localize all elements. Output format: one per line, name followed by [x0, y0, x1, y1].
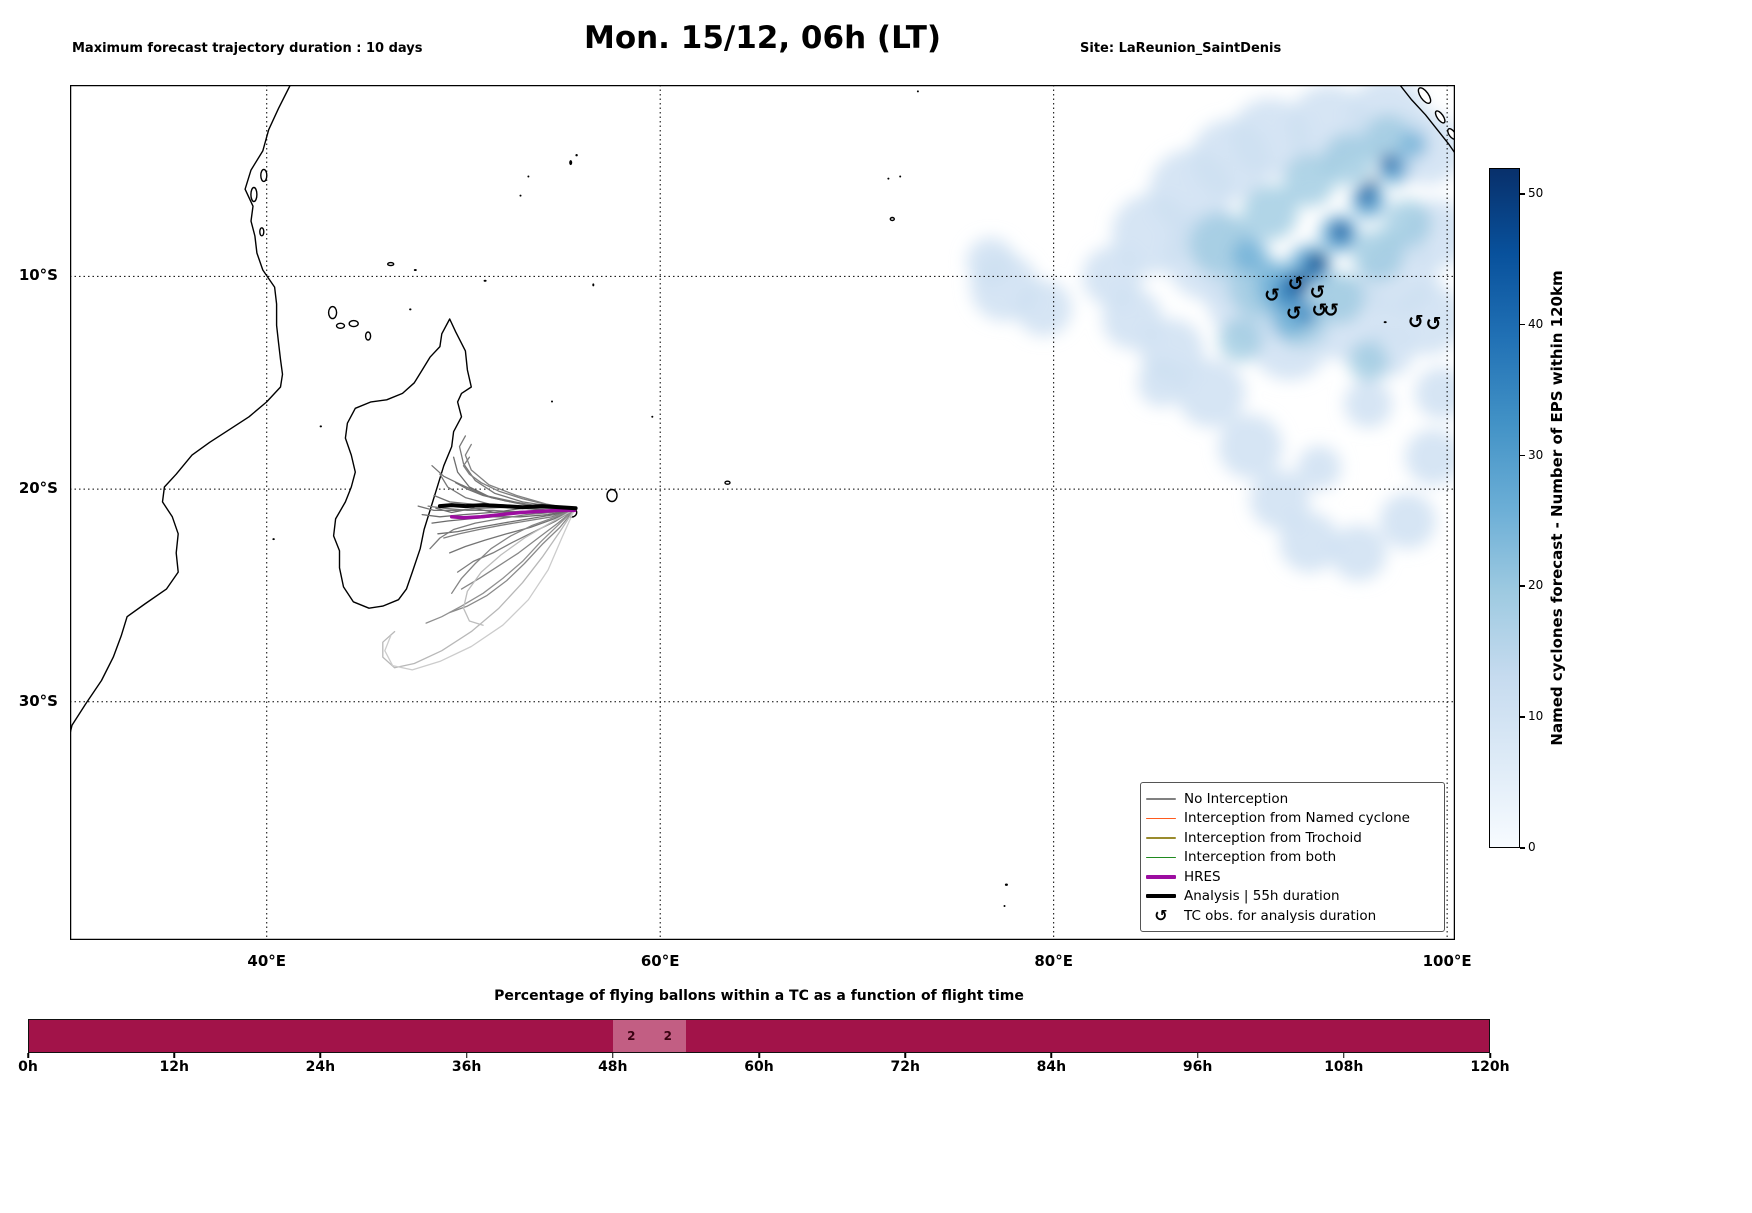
- max-duration-line: Maximum forecast trajectory duration : 1…: [72, 41, 423, 56]
- strip-tick-label: 12h: [159, 1059, 189, 1075]
- strip-title: Percentage of flying ballons within a TC…: [494, 988, 1024, 1004]
- strip-tick-mark: [612, 1053, 614, 1058]
- x-axis-tick-label: 40°E: [247, 952, 287, 970]
- map-layers: ↺↺ ↺↺ ↺↺↺ ↺: [70, 85, 1455, 940]
- strip-cell: 2: [613, 1020, 650, 1052]
- strip-cell: 2: [649, 1020, 686, 1052]
- strip-tick-mark: [1343, 1053, 1345, 1058]
- legend-item: Interception from both: [1143, 848, 1438, 868]
- strip-cell-value: 2: [627, 1029, 636, 1043]
- strip-tick-mark: [173, 1053, 175, 1058]
- strip-tick-label: 72h: [890, 1059, 920, 1075]
- tc-obs-marker: ↺: [1323, 299, 1339, 321]
- legend-item-label: Interception from both: [1184, 849, 1337, 866]
- valid-time-title: Mon. 15/12, 06h (LT): [583, 20, 942, 56]
- legend-item-label: Interception from Trochoid: [1184, 829, 1362, 846]
- legend-rows: No Interception Interception from Named c…: [1143, 789, 1438, 926]
- tc-obs-marker: ↺: [1286, 303, 1302, 325]
- legend-item: Interception from Named cyclone: [1143, 809, 1438, 829]
- strip-tick-label: 48h: [598, 1059, 628, 1075]
- legend-item: No Interception: [1143, 789, 1438, 809]
- analysis-track: [437, 503, 578, 511]
- legend-item-label: Analysis | 55h duration: [1184, 888, 1340, 905]
- colorbar-tick-label: 20: [1528, 578, 1544, 593]
- legend-item-label: Interception from Named cyclone: [1184, 810, 1410, 827]
- hres-track: [449, 508, 577, 520]
- graticule: [70, 85, 1455, 940]
- strip-tick-mark: [465, 1053, 468, 1058]
- map-legend: No Interception Interception from Named c…: [1140, 782, 1445, 932]
- x-axis-tick-label: 60°E: [640, 952, 680, 970]
- map-plot: ↺↺ ↺↺ ↺↺↺ ↺: [70, 85, 1455, 940]
- strip-tick-mark: [27, 1053, 29, 1058]
- colorbar-label: Named cyclones forecast - Number of EPS …: [1548, 270, 1566, 746]
- strip-tick-mark: [319, 1053, 322, 1058]
- legend-item: Interception from Trochoid: [1143, 828, 1438, 848]
- strip-tick-label: 24h: [305, 1059, 336, 1075]
- legend-line-swatch: [1143, 856, 1179, 858]
- strip-tick-mark: [1050, 1053, 1053, 1058]
- strip-tick-label: 36h: [451, 1059, 482, 1075]
- strip-tick-mark: [1196, 1053, 1199, 1058]
- balloon-trajectories: [382, 435, 578, 671]
- tc-obs-marker: ↺: [1425, 313, 1441, 335]
- legend-item: Analysis | 55h duration: [1143, 887, 1438, 907]
- colorbar-tick-label: 30: [1528, 447, 1544, 462]
- y-axis-tick-label: 20°S: [18, 479, 58, 498]
- tc-obs-marker: ↺: [1408, 311, 1424, 333]
- legend-line-swatch: [1143, 874, 1179, 879]
- y-axis-tick-label: 30°S: [18, 691, 58, 710]
- legend-item-label: TC obs. for analysis duration: [1184, 907, 1377, 924]
- cyclone-marker-icon: ↺: [1154, 905, 1168, 925]
- tc-obs-marker: ↺: [1309, 281, 1325, 303]
- cyclone-density-heatmap: [966, 85, 1455, 581]
- strip-tick-label: 84h: [1036, 1059, 1067, 1075]
- strip-tick-mark: [1489, 1053, 1491, 1058]
- legend-line-swatch: [1143, 837, 1179, 839]
- strip-tick-label: 60h: [744, 1059, 774, 1075]
- colorbar-tick-mark: [1520, 716, 1525, 718]
- legend-item-label: HRES: [1184, 868, 1221, 885]
- legend-line-swatch: [1143, 817, 1179, 819]
- x-axis-tick-label: 100°E: [1422, 952, 1472, 970]
- legend-line-swatch: [1143, 894, 1179, 899]
- colorbar-tick-mark: [1520, 585, 1525, 587]
- legend-item: HRES: [1143, 867, 1438, 887]
- colorbar: [1489, 168, 1520, 848]
- strip-tick-label: 0h: [18, 1059, 38, 1075]
- colorbar-tick-label: 10: [1528, 709, 1544, 724]
- x-axis-tick-label: 80°E: [1034, 952, 1073, 970]
- strip-cell-value: 2: [663, 1029, 672, 1043]
- colorbar-tick-mark: [1520, 847, 1525, 849]
- colorbar-tick-label: 0: [1528, 840, 1536, 854]
- strip-tick-label: 120h: [1470, 1059, 1510, 1075]
- y-axis-tick-label: 10°S: [18, 266, 58, 285]
- colorbar-tick-mark: [1520, 193, 1525, 195]
- legend-item-label: No Interception: [1184, 790, 1289, 807]
- site-line: Site: LaReunion_SaintDenis: [1080, 41, 1282, 56]
- tc-obs-marker: ↺: [1264, 285, 1280, 307]
- strip-tick-mark: [758, 1053, 760, 1058]
- strip-tick-label: 108h: [1324, 1059, 1364, 1075]
- colorbar-tick-mark: [1520, 323, 1525, 326]
- tc-observations: ↺↺ ↺↺ ↺↺↺ ↺: [1264, 273, 1441, 335]
- colorbar-tick-label: 50: [1528, 186, 1544, 201]
- colorbar-tick-label: 40: [1528, 316, 1544, 331]
- tc-obs-marker: ↺: [1311, 299, 1327, 321]
- colorbar-tick-mark: [1520, 454, 1525, 457]
- strip-tick-label: 96h: [1182, 1059, 1213, 1075]
- map-frame: [70, 85, 1455, 940]
- legend-line-swatch: [1143, 798, 1179, 800]
- legend-item: ↺ TC obs. for analysis duration: [1143, 906, 1438, 926]
- tc-obs-marker: ↺: [1288, 273, 1304, 295]
- strip-tick-mark: [904, 1053, 906, 1058]
